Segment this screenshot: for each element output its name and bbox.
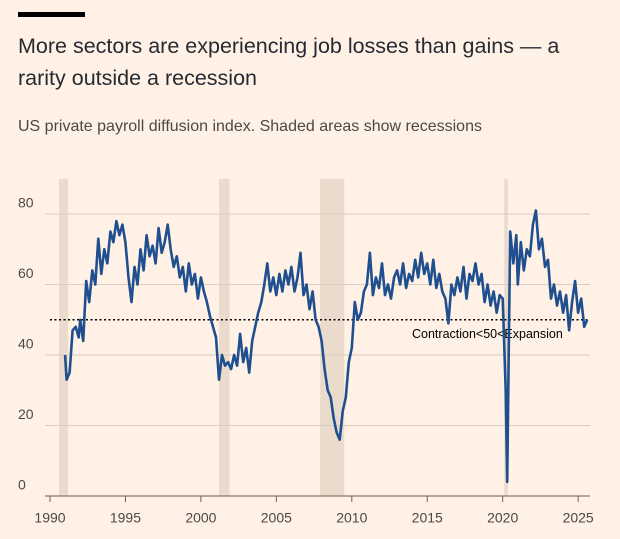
x-tick-label: 2025 — [563, 510, 594, 526]
x-tick-label: 2015 — [412, 510, 443, 526]
brand-bar — [18, 12, 85, 17]
y-tick-label: 80 — [18, 195, 34, 211]
data-line — [63, 209, 589, 484]
recession-band — [320, 178, 345, 496]
x-tick-label: 2010 — [336, 510, 367, 526]
chart-subtitle: US private payroll diffusion index. Shad… — [18, 118, 482, 135]
annotation: Contraction<50<Expansion — [412, 327, 563, 341]
x-tick-label: 2005 — [261, 510, 292, 526]
x-tick-label: 2020 — [487, 510, 518, 526]
recession-band — [219, 178, 230, 496]
x-tick-label: 2000 — [185, 510, 216, 526]
y-tick-label: 0 — [18, 477, 26, 493]
x-tick-label: 1995 — [110, 510, 141, 526]
recession-band — [504, 178, 508, 496]
y-tick-label: 60 — [18, 265, 34, 281]
chart-title: More sectors are experiencing job losses… — [18, 34, 560, 90]
recession-band — [59, 178, 69, 496]
y-tick-label: 20 — [18, 406, 34, 422]
y-tick-label: 40 — [18, 336, 34, 352]
x-tick-label: 1990 — [34, 510, 65, 526]
